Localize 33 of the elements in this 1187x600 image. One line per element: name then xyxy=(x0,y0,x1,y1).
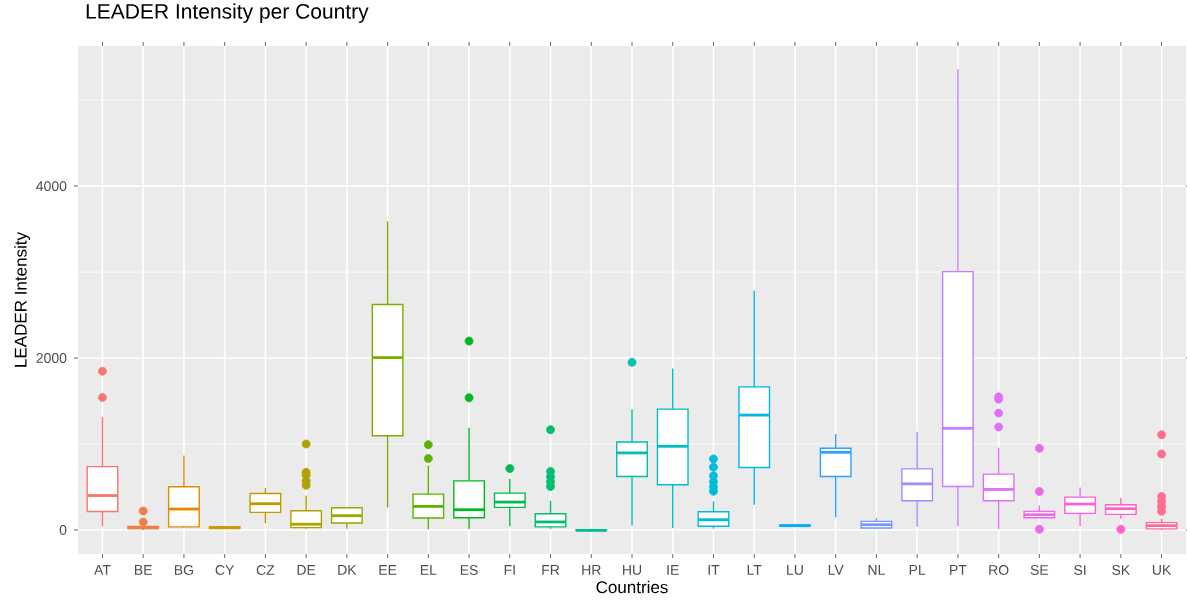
x-tick-label: PT xyxy=(950,565,967,575)
x-tick-label: HU xyxy=(623,565,642,575)
x-axis-title: Countries xyxy=(596,580,668,594)
y-axis-title: LEADER Intensity xyxy=(14,232,31,367)
x-tick-label: SK xyxy=(1112,565,1130,575)
x-tick-label: LT xyxy=(747,565,762,575)
x-tick-label: BE xyxy=(135,565,152,575)
x-tick-label: LU xyxy=(787,565,803,575)
x-tick-label: RO xyxy=(989,565,1009,575)
x-tick-label: AT xyxy=(94,565,111,575)
x-tick-label: FR xyxy=(542,565,560,575)
x-tick-label: SE xyxy=(1030,565,1049,575)
x-tick-label: PL xyxy=(909,565,926,575)
x-tick-label: DK xyxy=(338,565,357,575)
x-tick-label: CY xyxy=(215,565,235,575)
y-tick-label: 4000 xyxy=(36,181,67,192)
x-tick-label: EE xyxy=(379,565,397,575)
x-tick-label: IT xyxy=(708,565,720,575)
x-tick-label: DE xyxy=(297,565,316,575)
x-tick-label: NL xyxy=(868,565,885,575)
x-tick-label: SI xyxy=(1074,565,1086,575)
x-tick-label: UK xyxy=(1152,565,1172,575)
x-tick-label: ES xyxy=(460,565,478,575)
x-tick-label: IE xyxy=(667,565,679,575)
chart-title: LEADER Intensity per Country xyxy=(86,3,369,23)
y-tick-label: 0 xyxy=(59,525,67,535)
x-tick-label: FI xyxy=(504,565,515,575)
x-tick-label: EL xyxy=(420,565,437,575)
x-tick-label: LV xyxy=(828,565,844,575)
x-tick-label: HR xyxy=(582,565,601,575)
y-tick-label: 2000 xyxy=(36,353,67,363)
x-tick-label: CZ xyxy=(256,565,275,575)
x-tick-label: BG xyxy=(174,565,193,575)
